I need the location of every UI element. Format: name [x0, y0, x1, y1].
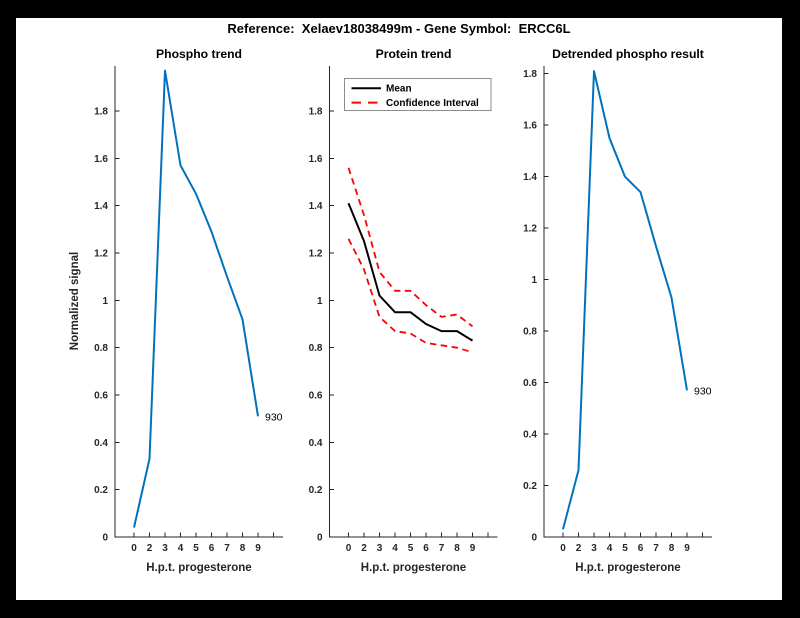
x-tick-label: 3 — [162, 543, 168, 554]
subplot-phospho-trend: 0 2 3 4 5 6 7 8 900.20.40.60.811.21.41.61.8Phosp… — [69, 47, 283, 574]
y-tick-label: 0.4 — [94, 438, 108, 449]
y-tick-label: 0.2 — [94, 485, 108, 496]
subplot-title: Detrended phospho result — [552, 47, 704, 61]
x-axis-label: H.p.t. progesterone — [361, 562, 466, 574]
x-tick-label: 2 — [576, 543, 582, 554]
series-detrended-phospho-signal — [562, 70, 688, 530]
x-tick-label: 4 — [392, 543, 398, 554]
x-tick-label: 6 — [209, 543, 215, 554]
y-tick-label: 0.2 — [523, 481, 537, 492]
legend-label: Mean — [386, 84, 412, 95]
axes-spines — [543, 66, 712, 538]
y-tick-label: 1.2 — [523, 224, 537, 235]
x-tick-label: 0 — [560, 543, 566, 554]
x-axis-label: H.p.t. progesterone — [575, 562, 680, 574]
axes-spines — [329, 66, 498, 538]
x-tick-label: 7 — [653, 543, 659, 554]
x-tick-label: 4 — [178, 543, 184, 554]
y-axis: 0 0.2 0.4 0.6 0.8 1 1.2 1.4 1.6 1.8 — [94, 106, 120, 544]
axes-spines — [114, 66, 283, 538]
y-axis: 0 0.2 0.4 0.6 0.8 1 1.2 1.4 1.6 1.8 — [309, 106, 334, 544]
x-tick-label: 6 — [638, 543, 644, 554]
y-axis: 0 0.2 0.4 0.6 0.8 1 1.2 1.4 1.6 1.8 — [523, 69, 549, 544]
subplot-detrended-phospho-result: 0 2 3 4 5 6 7 8 900.20.40.60.811.21.41.61.8Detre… — [523, 47, 712, 574]
x-tick-label: 5 — [193, 543, 199, 554]
x-tick-label: 6 — [423, 543, 429, 554]
x-tick-label: 0 — [131, 543, 137, 554]
x-tick-label: 2 — [147, 543, 153, 554]
x-tick-label: 8 — [669, 543, 675, 554]
subplots-svg: 0 2 3 4 5 6 7 8 900.20.40.60.811.21.41.61.8Phosp… — [69, 47, 712, 574]
subplot-title: Phospho trend — [156, 47, 242, 61]
x-tick-label: 9 — [255, 543, 261, 554]
y-tick-label: 0.6 — [523, 378, 537, 389]
y-tick-label: 1.8 — [523, 69, 537, 80]
x-tick-label: 8 — [240, 543, 246, 554]
y-tick-label: 0.8 — [523, 327, 537, 338]
y-tick-label: 0.6 — [94, 390, 108, 401]
series-confidence-interval-lower — [347, 238, 473, 354]
series-phospho-signal — [133, 69, 259, 528]
x-tick-label: 4 — [607, 543, 613, 554]
x-tick-label: 5 — [622, 543, 628, 554]
y-tick-label: 0 — [317, 533, 323, 544]
x-tick-label: 5 — [408, 543, 414, 554]
x-tick-label: 8 — [454, 543, 460, 554]
legend: Mean Confidence Interval — [344, 78, 492, 111]
y-tick-label: 1.6 — [523, 121, 537, 132]
x-tick-label: 2 — [361, 543, 367, 554]
y-tick-label: 0.8 — [309, 343, 323, 354]
x-axis-label: H.p.t. progesterone — [146, 562, 251, 574]
y-tick-label: 1.2 — [309, 248, 323, 259]
x-tick-label: 7 — [224, 543, 230, 554]
x-tick-label: 3 — [377, 543, 383, 554]
y-tick-label: 0 — [102, 533, 108, 544]
y-tick-label: 1.6 — [94, 154, 108, 165]
figure-title: Reference: Xelaev18038499m - Gene Symbol… — [227, 21, 571, 36]
y-tick-label: 1.8 — [309, 106, 323, 117]
y-tick-label: 0.4 — [523, 430, 537, 441]
y-tick-label: 0.8 — [94, 343, 108, 354]
y-tick-label: 1 — [317, 296, 323, 307]
x-tick-label: 9 — [470, 543, 476, 554]
legend-box — [344, 78, 492, 111]
y-tick-label: 1.2 — [94, 248, 108, 259]
y-tick-label: 0.6 — [309, 390, 323, 401]
y-tick-label: 1 — [531, 275, 537, 286]
legend-label: Confidence Interval — [386, 98, 479, 109]
figure-canvas: Reference: Xelaev18038499m - Gene Symbol… — [16, 18, 782, 600]
y-tick-label: 1.8 — [94, 106, 108, 117]
x-tick-label: 3 — [591, 543, 597, 554]
y-tick-label: 0.4 — [309, 438, 323, 449]
y-tick-label: 1.4 — [523, 172, 537, 183]
x-tick-label: 7 — [439, 543, 445, 554]
y-tick-label: 1.4 — [94, 201, 108, 212]
y-tick-label: 1 — [102, 296, 108, 307]
endpoint-annotation: 930 — [265, 411, 283, 423]
subplot-protein-trend: 0 2 3 4 5 6 7 8 900.20.40.60.811.21.41.61.8Prote… — [309, 47, 498, 574]
x-tick-label: 9 — [684, 543, 690, 554]
y-tick-label: 1.6 — [309, 154, 323, 165]
series-mean — [347, 202, 474, 342]
series-confidence-interval-upper — [347, 167, 474, 328]
y-tick-label: 1.4 — [309, 201, 323, 212]
x-tick-label: 0 — [346, 543, 352, 554]
endpoint-annotation: 930 — [694, 385, 712, 397]
subplot-title: Protein trend — [376, 47, 452, 61]
y-tick-label: 0.2 — [309, 485, 323, 496]
y-axis-label: Normalized signal — [69, 252, 81, 350]
y-tick-label: 0 — [531, 533, 537, 544]
